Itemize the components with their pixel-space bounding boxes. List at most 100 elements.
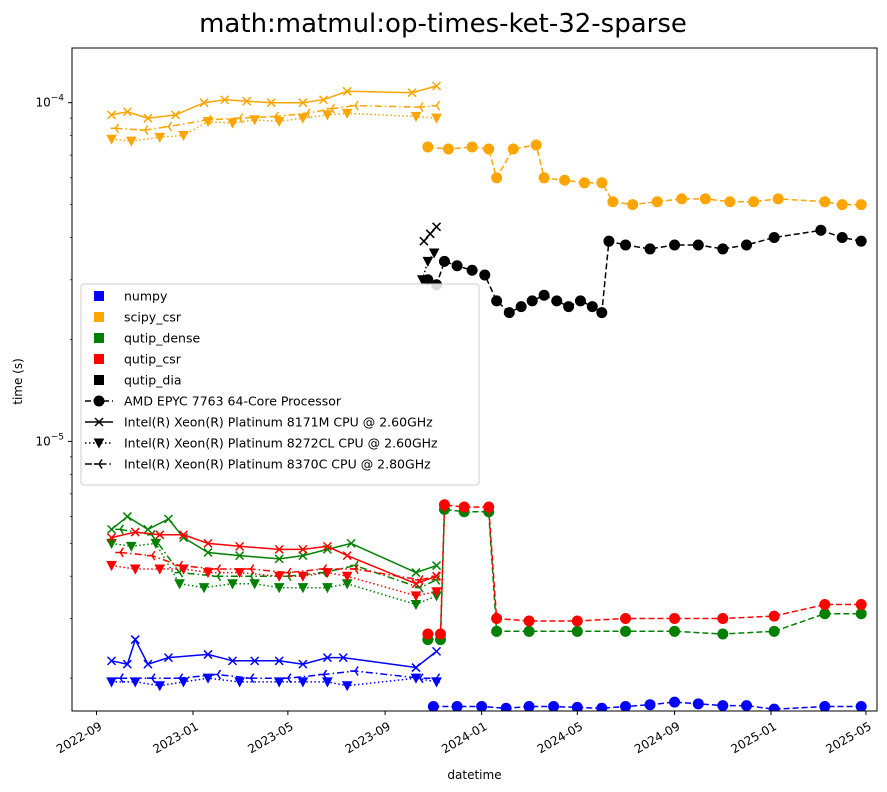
data-point: [245, 673, 255, 684]
legend-marker: [93, 395, 105, 407]
legend-label: numpy: [124, 289, 168, 304]
data-point: [298, 544, 308, 554]
data-point: [768, 610, 780, 622]
data-point: [318, 564, 328, 574]
data-point: [603, 235, 615, 247]
plot-frame: [71, 47, 878, 712]
data-point: [741, 239, 753, 251]
data-point: [342, 551, 352, 561]
data-point: [122, 512, 132, 522]
data-point: [676, 193, 688, 205]
legend-label: Intel(R) Xeon(R) Platinum 8171M CPU @ 2.…: [124, 415, 433, 430]
y-tick-base: 10: [35, 434, 50, 448]
series-line: [111, 531, 437, 585]
data-point: [341, 681, 353, 692]
data-point: [242, 96, 252, 106]
data-point: [724, 196, 736, 208]
data-point: [297, 583, 309, 594]
legend-marker: [94, 459, 103, 469]
data-point: [163, 121, 173, 132]
data-point: [301, 108, 311, 119]
series-numpy: [107, 635, 442, 673]
data-point: [431, 100, 441, 111]
data-point: [274, 656, 284, 666]
data-point: [538, 289, 550, 301]
series-qutip_csr: [107, 527, 442, 589]
data-point: [432, 81, 442, 91]
data-point: [717, 700, 729, 711]
data-point: [346, 538, 356, 548]
data-point: [350, 564, 359, 574]
data-point: [414, 673, 424, 684]
data-point: [855, 608, 867, 620]
data-point: [526, 295, 538, 307]
series-line: [111, 637, 437, 669]
data-point: [422, 628, 434, 640]
data-point: [491, 172, 503, 184]
data-point: [227, 579, 238, 590]
data-point: [282, 567, 292, 578]
data-point: [270, 111, 279, 122]
data-point: [125, 136, 137, 147]
chart-legend: numpy scipy_csr qutip_dense qutip_csr qutip_…: [80, 283, 480, 486]
data-point: [298, 98, 308, 108]
data-point: [523, 700, 535, 711]
data-point: [341, 571, 353, 582]
data-point: [163, 514, 174, 524]
data-point: [274, 554, 284, 564]
series-qutip_csr: [115, 547, 441, 585]
data-point: [669, 239, 681, 251]
data-point: [571, 615, 583, 627]
data-point: [419, 236, 429, 246]
series-qutip_dia: [419, 222, 442, 246]
chart-title: math:matmul:op-times-ket-32-sparse: [199, 9, 687, 39]
data-point: [431, 113, 442, 124]
data-point: [483, 143, 495, 155]
legend-label: qutip_dia: [124, 373, 181, 388]
data-point: [410, 112, 422, 123]
data-point: [146, 673, 156, 684]
data-point: [548, 700, 560, 711]
data-point: [620, 700, 632, 711]
data-point: [154, 564, 166, 575]
data-point: [438, 499, 450, 511]
data-point: [620, 625, 632, 637]
legend-marker: [94, 417, 104, 427]
data-point: [407, 88, 417, 98]
data-point: [107, 110, 117, 120]
data-point: [422, 256, 434, 267]
data-point: [717, 628, 729, 640]
legend-label: qutip_dense: [124, 331, 200, 346]
legend-swatch: [94, 291, 104, 301]
data-point: [644, 243, 656, 255]
data-point: [596, 702, 608, 711]
data-point: [174, 560, 184, 571]
data-point: [212, 669, 222, 680]
data-point: [620, 239, 632, 251]
data-point: [483, 501, 495, 513]
data-point: [150, 538, 162, 549]
series-qutip_dense: [107, 512, 442, 578]
data-point: [235, 541, 245, 551]
data-point: [431, 587, 442, 598]
data-point: [110, 123, 120, 134]
x-axis-title: datetime: [447, 768, 501, 782]
series-scipy_csr: [422, 139, 867, 211]
y-tick-label: 10−4: [35, 94, 64, 110]
data-point: [431, 673, 441, 684]
legend-box: [80, 283, 480, 486]
data-point: [530, 139, 542, 151]
legend-swatch: [94, 375, 104, 385]
data-point: [768, 625, 780, 637]
data-point: [586, 301, 598, 313]
data-point: [203, 547, 213, 558]
data-point: [143, 659, 153, 669]
data-point: [107, 533, 117, 543]
data-point: [451, 700, 463, 711]
data-point: [438, 255, 450, 267]
data-point: [139, 125, 149, 135]
data-point: [130, 635, 140, 645]
legend-swatch: [94, 333, 104, 343]
series-line: [120, 670, 437, 679]
